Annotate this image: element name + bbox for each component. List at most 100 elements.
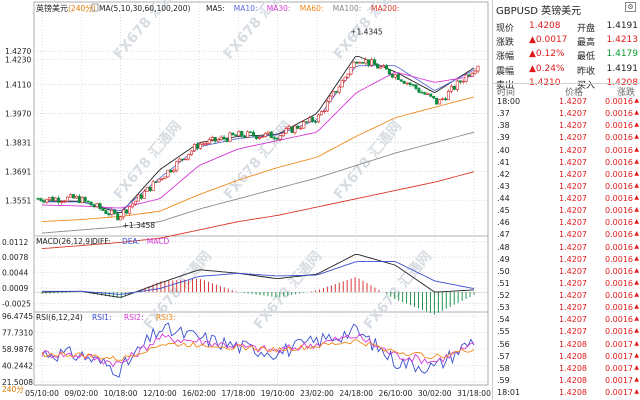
quote-label: 现价 xyxy=(496,24,515,34)
candle-body xyxy=(325,101,329,112)
rsi-line-rsi2 xyxy=(41,332,475,368)
time-tick-label: 23/02:00 xyxy=(300,389,334,398)
quote-label: 卖出 xyxy=(496,80,515,91)
time-tick-label: 26/10:00 xyxy=(379,389,413,398)
quote-label-2: 最低 xyxy=(577,52,596,63)
ma-legend-2: MA30: xyxy=(267,4,291,13)
trade-price: 1.4207 xyxy=(559,218,587,228)
watermark-text: FX678 汇通网 xyxy=(361,248,435,332)
candle-body xyxy=(272,137,276,139)
trade-price: 1.4207 xyxy=(559,291,587,300)
trade-time: .41 xyxy=(497,157,510,167)
candle-body xyxy=(346,73,350,78)
candle-body xyxy=(393,74,397,78)
ma-legend-5: MA200: xyxy=(371,4,399,13)
candle-body xyxy=(63,200,67,203)
candle-body xyxy=(148,186,152,192)
candle-body xyxy=(193,144,197,152)
candle-body xyxy=(107,213,111,216)
macd-line-dea xyxy=(42,261,475,295)
ma-line-ma60 xyxy=(41,96,475,223)
trade-row: .47 1.4207 0.0016 ▲ xyxy=(493,229,640,241)
candle-body xyxy=(119,216,123,221)
trade-price: 1.4207 xyxy=(559,133,587,143)
candle-body xyxy=(77,195,81,203)
candle-body xyxy=(92,204,96,208)
candle-body xyxy=(163,176,167,180)
macd-tick-label: 0.0078 xyxy=(2,253,28,262)
time-tick-label: 12/10:00 xyxy=(143,389,177,398)
trade-row: .40 1.4207 0.0016 ▲ xyxy=(493,145,640,157)
trade-change: 0.0016 xyxy=(605,109,633,119)
candle-body xyxy=(252,132,256,137)
trade-row: .56 1.4208 0.0017 ▲ xyxy=(493,339,640,351)
quote-label: 涨幅 xyxy=(496,52,515,63)
trade-change: 0.0016 xyxy=(605,206,633,216)
candle-body xyxy=(441,98,445,100)
macd-legend-0: DIFF: xyxy=(92,237,111,246)
rsi-legend-2: RSI3: xyxy=(156,313,175,322)
rsi-tick-label: 58.9876 xyxy=(2,345,33,354)
candle-body xyxy=(48,196,52,200)
candle-body xyxy=(293,125,297,133)
price-tick-label: 1.3970 xyxy=(5,110,31,119)
trade-change: 0.0017 xyxy=(605,339,633,349)
trade-change: 0.0017 xyxy=(605,351,633,361)
trade-price: 1.4207 xyxy=(559,121,587,131)
candle-body xyxy=(299,127,303,130)
time-tick-label: 10/18:00 xyxy=(104,389,138,398)
up-arrow-icon: ▲ xyxy=(634,194,639,201)
candle-body xyxy=(116,213,120,221)
candle-body xyxy=(74,195,78,199)
trade-change: 0.0016 xyxy=(605,242,633,252)
trade-price: 1.4207 xyxy=(559,181,587,191)
candle-body xyxy=(432,96,436,99)
candle-body xyxy=(89,201,93,206)
quote-value: 1.4210 xyxy=(529,77,561,88)
trade-change: 0.0017 xyxy=(605,363,633,373)
trade-price: 1.4207 xyxy=(559,230,587,240)
candle-body xyxy=(54,197,58,202)
candle-body xyxy=(458,80,462,83)
high-annotation: +1.4345 xyxy=(350,28,383,37)
low-annotation: +1.3458 xyxy=(123,221,156,230)
candle-body xyxy=(178,158,182,162)
candle-body xyxy=(154,181,158,183)
trade-time: 18:01 xyxy=(497,388,521,397)
settings-icon[interactable]: ⚙ xyxy=(625,2,636,12)
candle-body xyxy=(216,139,220,142)
price-tick-label: 1.4230 xyxy=(5,55,31,64)
candle-body xyxy=(367,59,371,66)
candle-body xyxy=(51,196,55,202)
candle-body xyxy=(139,194,143,199)
candle-body xyxy=(476,65,480,72)
trades-header-time: 时间 xyxy=(497,88,516,98)
candle-body xyxy=(42,200,46,203)
trade-row: .53 1.4207 0.0016 ▲ xyxy=(493,302,640,314)
trade-change: 0.0016 xyxy=(605,157,633,167)
candle-body xyxy=(190,150,194,155)
quote-value-2: 1.4213 xyxy=(606,35,639,46)
candle-body xyxy=(201,143,205,145)
chart-frame xyxy=(33,1,489,386)
trade-row: .45 1.4207 0.0016 ▲ xyxy=(493,205,640,217)
candle-body xyxy=(444,98,448,101)
quote-value: ▲0.0017 xyxy=(529,35,568,46)
candle-body xyxy=(166,169,170,178)
quote-value-2: 1.4191 xyxy=(606,21,639,31)
up-arrow-icon: ▲ xyxy=(634,242,639,250)
trades-list[interactable]: 18:00 1.4207 0.0016 ▲ .37 1.4207 0.0016 ▲ .38 1.4… xyxy=(493,96,640,400)
rsi-tick-label: 21.5008 xyxy=(2,378,33,387)
candle-body xyxy=(207,139,211,144)
trade-row: .59 1.4208 0.0017 ▲ xyxy=(493,375,640,387)
candle-body xyxy=(370,59,374,66)
watermark-text: FX678 汇通网 xyxy=(251,248,325,332)
ma-legend-3: MA60: xyxy=(300,4,324,13)
candle-body xyxy=(145,186,149,192)
candle-body xyxy=(98,203,102,210)
quote-row: 现价 1.4208 开盘 1.4191 xyxy=(493,20,640,34)
price-tick-label: 1.3691 xyxy=(5,168,31,177)
quote-row: 涨幅 ▲0.12% 最低 1.4179 xyxy=(493,48,640,62)
